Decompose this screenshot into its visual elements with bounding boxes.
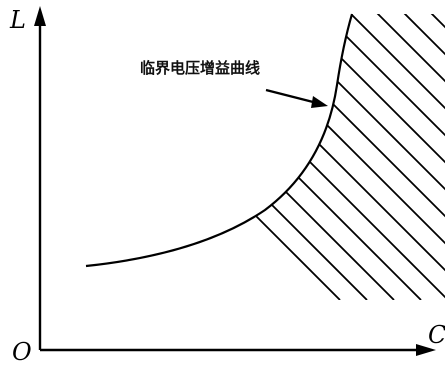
annotation-arrow-icon (311, 96, 328, 108)
x-axis-arrow-icon (416, 344, 436, 356)
y-axis-arrow-icon (34, 6, 46, 26)
hatch-line (255, 14, 445, 300)
hatch-line (417, 14, 445, 300)
hatch-line (363, 14, 445, 300)
curve-annotation-label: 临界电压增益曲线 (140, 59, 260, 77)
hatch-line (147, 14, 445, 300)
hatch-line (174, 14, 445, 300)
hatch-line (93, 14, 395, 300)
hatched-region (86, 14, 445, 300)
hatch-line (86, 14, 341, 300)
critical-voltage-gain-curve (85, 13, 354, 268)
hatch-line (120, 14, 422, 300)
origin-label: O (12, 338, 32, 365)
hatch-line (390, 14, 445, 300)
y-axis-label: L (9, 6, 26, 34)
hatch-line (309, 14, 445, 300)
hatch-line (282, 14, 445, 300)
hatch-line (336, 14, 445, 300)
hatch-line (228, 14, 445, 300)
x-axis-label: C (428, 321, 445, 349)
annotation-pointer-line (265, 88, 318, 105)
hatch-line (86, 14, 368, 300)
